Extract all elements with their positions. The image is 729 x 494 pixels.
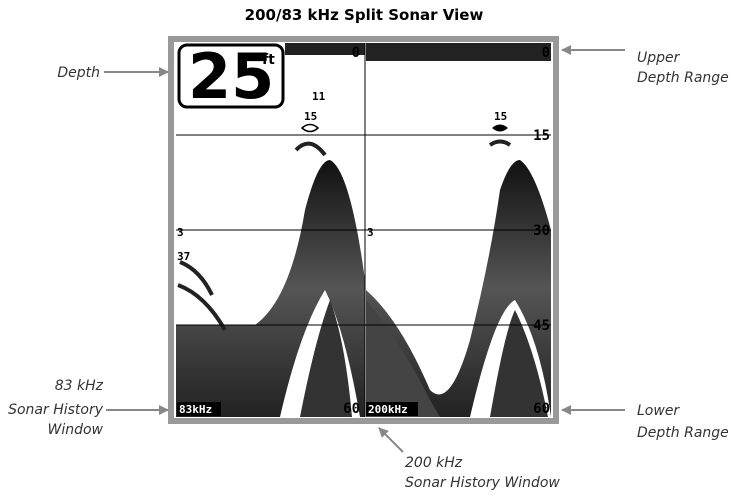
frequency: 83kHz — [179, 403, 212, 416]
fish-label: 15 — [494, 110, 507, 123]
depth-mark: 15 — [533, 128, 550, 144]
callout-label: 83 kHz — [55, 378, 104, 394]
fish-label: 37 — [177, 250, 190, 263]
frequency: 200kHz — [368, 403, 408, 416]
callout-label: Depth Range — [637, 70, 729, 86]
fish-label: 11 — [312, 90, 326, 103]
fish-label: 3 — [367, 226, 374, 239]
depth-value: 25 — [188, 40, 274, 113]
lower-range: 60 — [533, 401, 550, 417]
callout-label: Depth Range — [637, 425, 729, 441]
fish-label: 3 — [177, 226, 184, 239]
callout-label: Depth — [57, 65, 100, 81]
diagram: 200/83 kHz Split Sonar View 25 ft 0 60 8… — [0, 0, 729, 494]
depth-mark: 30 — [533, 223, 550, 239]
upper-range: 0 — [352, 45, 360, 61]
fish-label: 15 — [304, 110, 317, 123]
callout-label: 200 kHz — [405, 455, 463, 471]
surface-clutter — [366, 43, 551, 61]
title: 200/83 kHz Split Sonar View — [245, 6, 484, 24]
callout-label: Window — [47, 422, 103, 438]
depth-mark: 45 — [533, 318, 550, 334]
depth-unit: ft — [262, 52, 275, 68]
callout-label: Sonar History Window — [405, 475, 560, 491]
callout-arrow — [379, 428, 403, 452]
callout-label: Sonar History — [8, 402, 104, 418]
lower-range: 60 — [343, 401, 360, 417]
upper-range: 0 — [542, 45, 550, 61]
callout-label: Lower — [637, 403, 680, 419]
callout-label: Upper — [637, 50, 681, 66]
